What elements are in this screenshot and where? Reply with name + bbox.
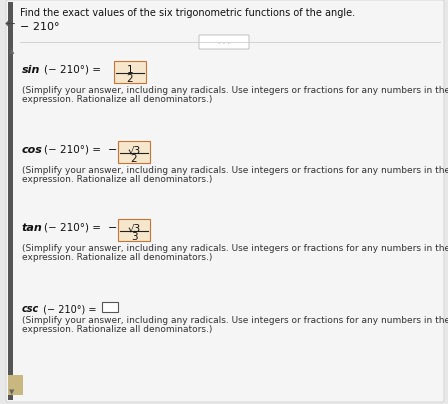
FancyBboxPatch shape [199,35,249,49]
Text: (Simplify your answer, including any radicals. Use integers or fractions for any: (Simplify your answer, including any rad… [22,244,448,253]
Text: 1: 1 [127,65,134,75]
Text: 2: 2 [131,154,138,164]
Text: (− 210°) =: (− 210°) = [40,304,99,314]
Text: (Simplify your answer, including any radicals. Use integers or fractions for any: (Simplify your answer, including any rad… [22,86,448,95]
Text: expression. Rationalize all denominators.): expression. Rationalize all denominators… [22,175,212,184]
Text: ←: ← [4,18,14,31]
Text: (Simplify your answer, including any radicals. Use integers or fractions for any: (Simplify your answer, including any rad… [22,316,448,325]
Text: cos: cos [22,145,43,155]
Bar [8,2,13,400]
FancyBboxPatch shape [102,302,118,312]
Text: expression. Rationalize all denominators.): expression. Rationalize all denominators… [22,253,212,262]
Text: √3: √3 [127,145,141,155]
FancyBboxPatch shape [6,0,444,402]
Text: . . .: . . . [218,38,230,46]
Text: (− 210°) =: (− 210°) = [44,65,104,75]
Text: (− 210°) =: (− 210°) = [44,145,104,155]
Text: tan: tan [22,223,43,233]
Text: ▼: ▼ [9,389,15,395]
Text: √3: √3 [127,223,141,233]
FancyBboxPatch shape [118,219,150,241]
FancyBboxPatch shape [114,61,146,83]
Text: csc: csc [22,304,39,314]
Text: (Simplify your answer, including any radicals. Use integers or fractions for any: (Simplify your answer, including any rad… [22,166,448,175]
Bar [8,375,23,395]
Text: sin: sin [22,65,40,75]
Text: − 210°: − 210° [20,22,60,32]
Text: −: − [108,223,117,233]
Text: ▲: ▲ [9,48,15,54]
Text: (− 210°) =: (− 210°) = [44,223,104,233]
FancyBboxPatch shape [118,141,150,163]
Text: 3: 3 [131,232,138,242]
Text: −: − [108,145,117,155]
Text: 2: 2 [127,74,134,84]
Text: Find the exact values of the six trigonometric functions of the angle.: Find the exact values of the six trigono… [20,8,355,18]
Text: expression. Rationalize all denominators.): expression. Rationalize all denominators… [22,95,212,104]
Text: expression. Rationalize all denominators.): expression. Rationalize all denominators… [22,325,212,334]
